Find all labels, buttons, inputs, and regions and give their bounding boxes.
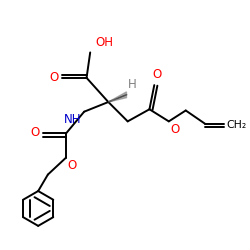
Text: O: O	[170, 122, 179, 136]
Text: O: O	[67, 159, 76, 172]
Text: H: H	[128, 78, 136, 91]
Text: O: O	[50, 71, 59, 84]
Text: NH: NH	[64, 113, 82, 126]
Text: O: O	[152, 68, 161, 82]
Text: OH: OH	[95, 36, 113, 49]
Text: O: O	[30, 126, 40, 139]
Polygon shape	[108, 92, 126, 102]
Text: CH₂: CH₂	[226, 120, 246, 130]
